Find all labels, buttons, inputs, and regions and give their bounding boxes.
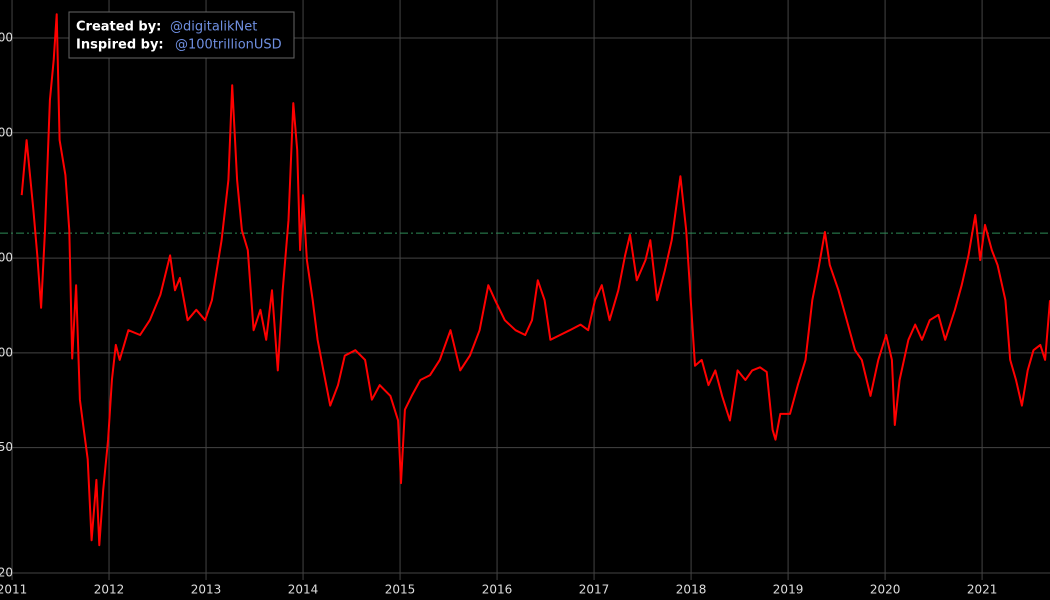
x-tick-label: 2015 [385,583,416,597]
x-tick-label: 2020 [870,583,901,597]
y-tick-label: 500 [0,125,13,139]
data-line [20,13,1050,547]
grid [0,0,1050,580]
x-tick-label: 2019 [773,583,804,597]
x-tick-label: 2014 [288,583,319,597]
x-tick-label: 2013 [191,583,222,597]
x-tick-label: 2012 [94,583,125,597]
x-tick-label: 2016 [482,583,513,597]
annotation-box: Created by: @digitalikNet Inspired by: @… [68,11,295,59]
x-tick-label: 2011 [0,583,27,597]
x-tick-label: 2017 [579,583,610,597]
y-tick-label: 100 [0,345,13,359]
annotation-frame [68,11,295,59]
x-tick-label: 2021 [967,583,998,597]
y-tick-label: 200 [0,251,13,265]
created-by-link[interactable]: @digitalikNet [170,20,257,35]
y-tick-label: 20 [0,565,13,579]
plot-area [0,13,1050,547]
created-label: Created by: [76,20,161,35]
x-tick-label: 2018 [676,583,707,597]
inspired-by-link[interactable]: @100trillionUSD [175,38,282,53]
y-tick-label: 1000 [0,30,13,44]
y-tick-label: 50 [0,440,13,454]
inspired-label: Inspired by: [76,38,164,53]
